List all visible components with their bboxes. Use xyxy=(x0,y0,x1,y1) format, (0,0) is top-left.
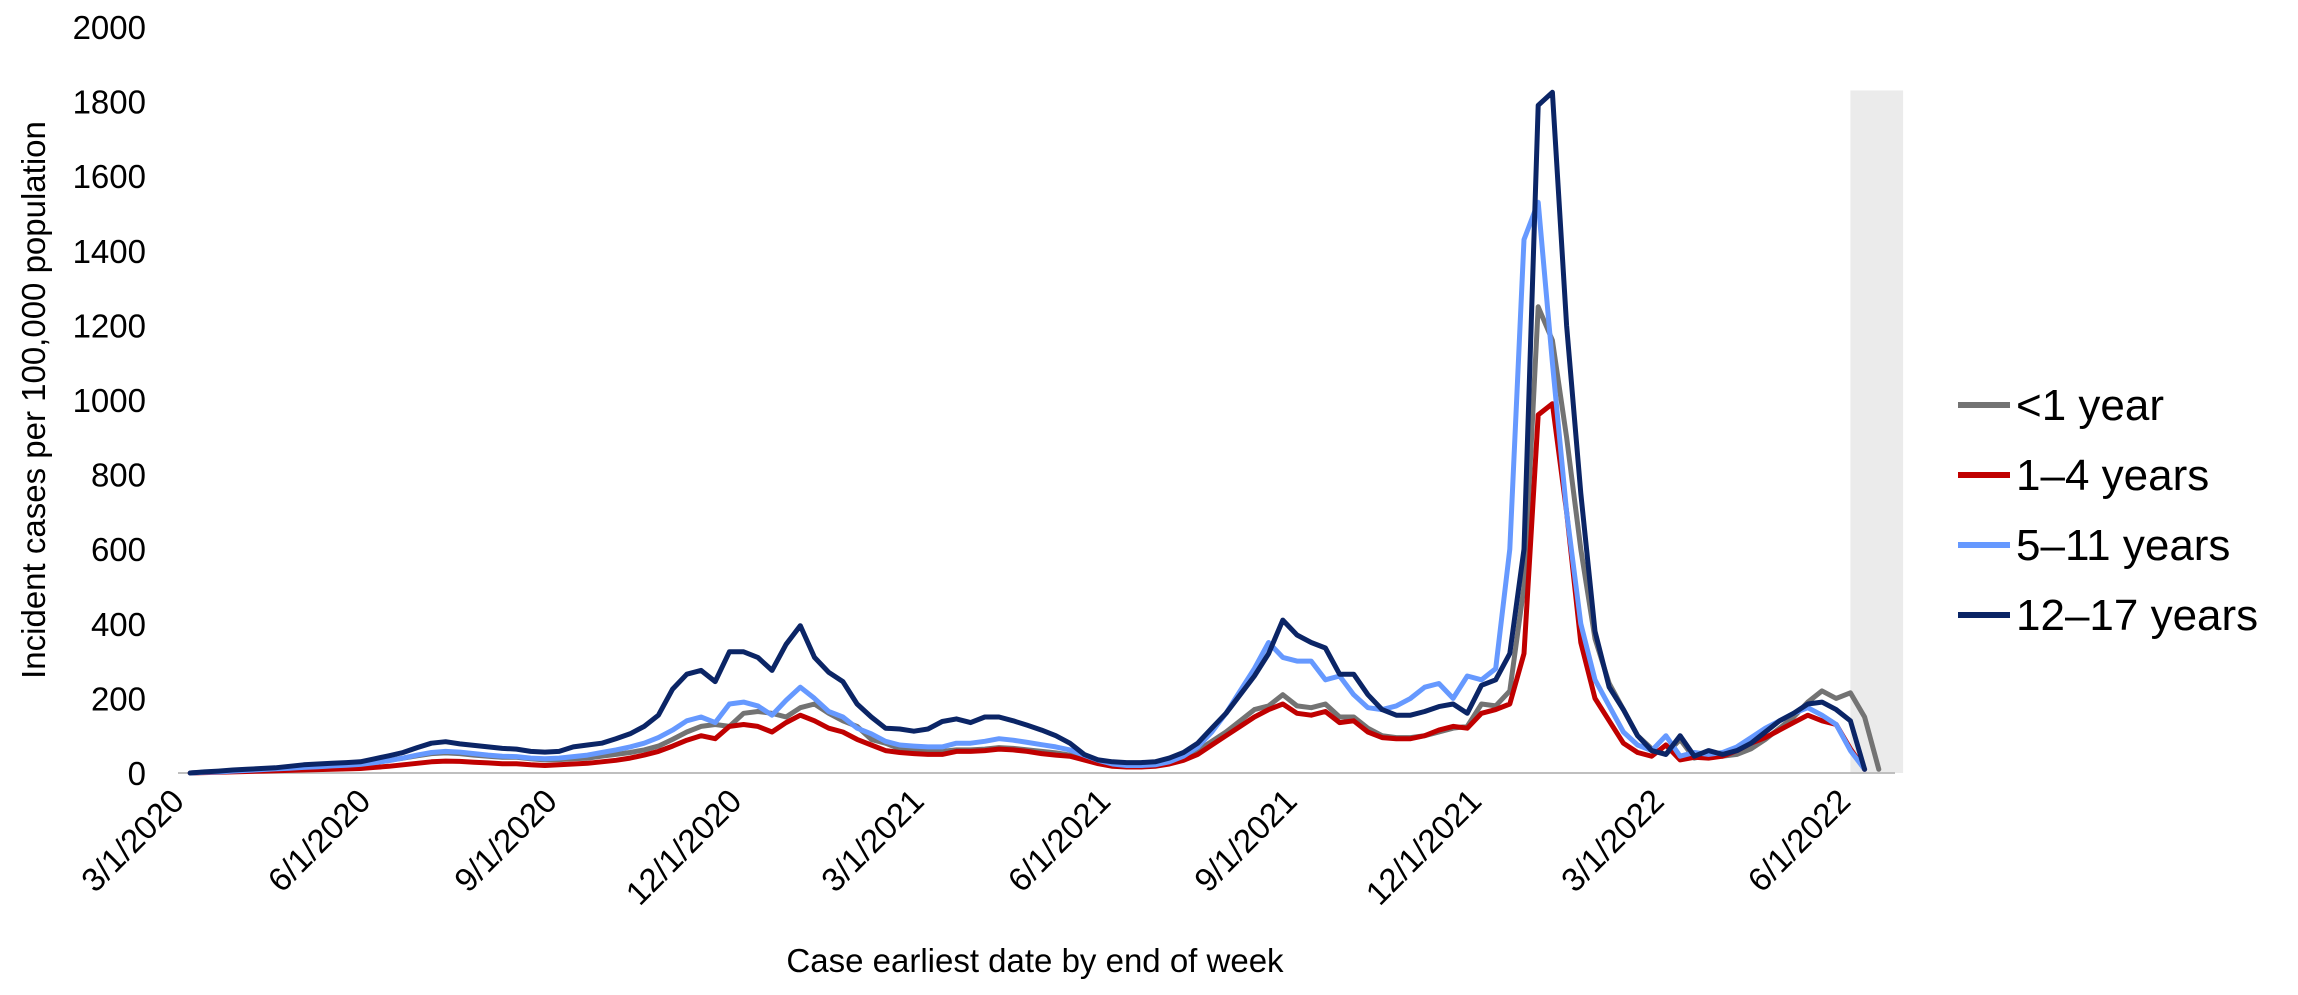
x-tick-label: 3/1/2022 xyxy=(1554,782,1671,899)
x-axis-ticks: 3/1/2020 6/1/2020 9/1/2020 12/1/2020 3/1/202… xyxy=(74,782,1857,912)
x-tick-label: 12/1/2021 xyxy=(1358,782,1488,912)
y-tick-label: 1400 xyxy=(73,233,146,270)
y-tick-label: 2000 xyxy=(73,9,146,46)
legend-label: 12–17 years xyxy=(2016,591,2258,640)
x-tick-label: 6/1/2021 xyxy=(1000,782,1117,899)
legend-label: 1–4 years xyxy=(2016,451,2209,500)
x-tick-label: 6/1/2022 xyxy=(1740,782,1857,899)
x-tick-label: 3/1/2021 xyxy=(814,782,931,899)
series-lines xyxy=(187,89,1882,776)
y-tick-label: 800 xyxy=(91,457,146,494)
series-line-3 xyxy=(187,199,1868,776)
y-axis-ticks: 0 200 400 600 800 1000 1200 1400 1600 1800 2000 xyxy=(73,9,146,792)
x-tick-label: 6/1/2020 xyxy=(260,782,377,899)
y-tick-label: 600 xyxy=(91,531,146,568)
legend-label: 5–11 years xyxy=(2016,521,2230,570)
shaded-region xyxy=(1850,90,1904,773)
x-axis-title: Case earliest date by end of week xyxy=(786,942,1284,979)
y-tick-label: 1800 xyxy=(73,84,146,121)
y-axis-title: Incident cases per 100,000 population xyxy=(15,121,52,679)
x-tick-label: 9/1/2020 xyxy=(447,782,564,899)
y-tick-label: 0 xyxy=(128,755,146,792)
y-tick-label: 1600 xyxy=(73,158,146,195)
y-tick-label: 1000 xyxy=(73,382,146,419)
series-line-1 xyxy=(187,304,1882,776)
y-tick-label: 1200 xyxy=(73,307,146,344)
x-tick-label: 9/1/2021 xyxy=(1187,782,1304,899)
series-line-4 xyxy=(187,89,1868,776)
x-tick-label: 12/1/2020 xyxy=(618,782,748,912)
y-tick-label: 200 xyxy=(91,680,146,717)
series-line-2 xyxy=(187,401,1868,776)
y-tick-label: 400 xyxy=(91,606,146,643)
x-tick-label: 3/1/2020 xyxy=(74,782,191,899)
legend-label: <1 year xyxy=(2016,381,2164,430)
shaded-region-layer xyxy=(1850,90,1904,773)
legend: <1 year 1–4 years 5–11 years 12–17 years xyxy=(1958,381,2258,640)
